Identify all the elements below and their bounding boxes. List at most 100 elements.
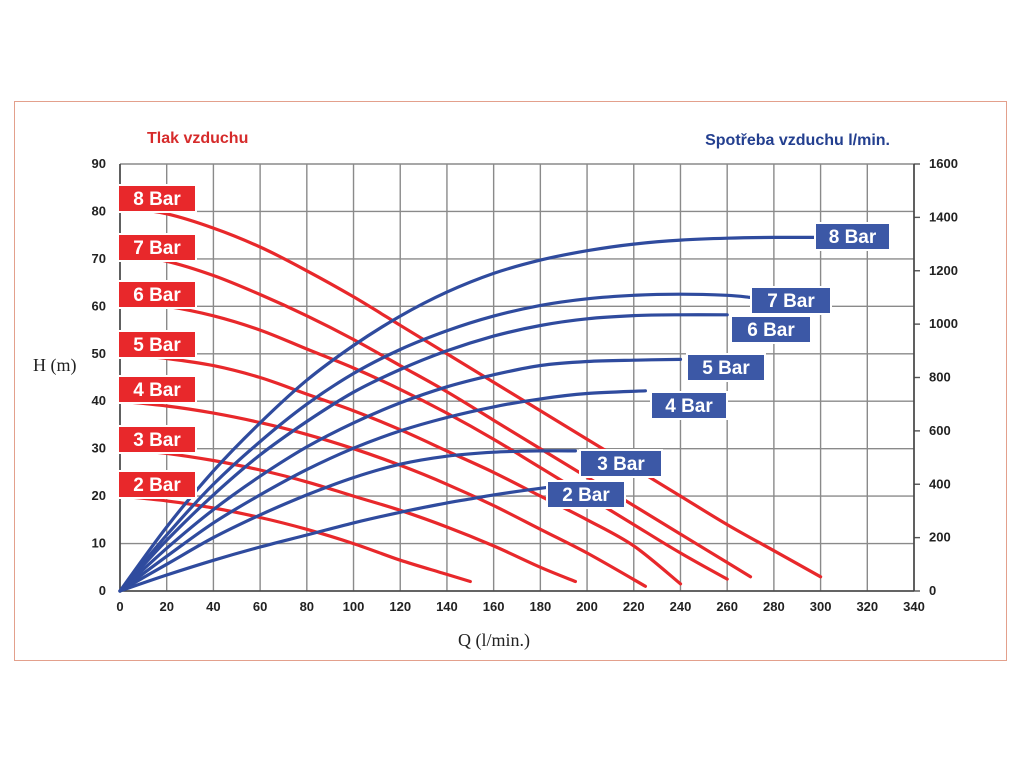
y-tick-label: 60: [92, 298, 106, 313]
air-curve-2-bar: [118, 482, 577, 593]
header-right: Spotřeba vzduchu l/min.: [705, 132, 890, 149]
x-tick-label: 340: [903, 599, 925, 614]
red-badge: 2 Bar: [117, 470, 197, 499]
air-curve-8-bar: [118, 235, 823, 593]
blue-badge-box: [650, 391, 728, 420]
y2-tick-label: 1600: [929, 156, 958, 171]
header-left: Tlak vzduchu: [147, 130, 248, 147]
blue-badge: 7 Bar: [750, 286, 832, 315]
x-tick-label: 260: [716, 599, 738, 614]
x-tick-label: 320: [856, 599, 878, 614]
blue-badge: 4 Bar: [650, 391, 728, 420]
x-tick-label: 280: [763, 599, 785, 614]
x-tick-label: 240: [670, 599, 692, 614]
blue-badge-label: 5 Bar: [702, 358, 750, 379]
y-tick-label: 80: [92, 203, 106, 218]
x-tick-label: 100: [343, 599, 365, 614]
y-tick-label: 10: [92, 536, 106, 551]
blue-badge: 5 Bar: [686, 353, 766, 382]
red-badge-box: [117, 375, 197, 404]
x-tick-label: 220: [623, 599, 645, 614]
blue-badge-box: [750, 286, 832, 315]
air-curve-3-bar: [118, 449, 577, 593]
red-badge-box: [117, 425, 197, 454]
y2-tick-label: 0: [929, 583, 936, 598]
blue-badge-label: 3 Bar: [597, 454, 645, 475]
red-badge-label: 3 Bar: [133, 430, 181, 451]
air-curve-6-bar: [118, 313, 729, 593]
blue-badge-box: [730, 315, 812, 344]
red-badge-box: [117, 470, 197, 499]
blue-badge-box: [579, 449, 663, 478]
y-axis-label: H (m): [33, 355, 77, 376]
y2-tick-label: 200: [929, 530, 951, 545]
red-badge: 7 Bar: [117, 233, 197, 262]
head-curve-6-bar: [118, 300, 729, 581]
head-curve-8-bar: [118, 205, 823, 579]
y2-tick-label: 1400: [929, 209, 958, 224]
x-tick-label: 80: [300, 599, 314, 614]
red-badge-label: 6 Bar: [133, 285, 181, 306]
x-tick-label: 120: [389, 599, 411, 614]
red-badge-box: [117, 280, 197, 309]
x-tick-label: 300: [810, 599, 832, 614]
red-badge-box: [117, 330, 197, 359]
red-badge-box: [117, 233, 197, 262]
head-curve-4-bar: [118, 399, 647, 588]
y-tick-label: 40: [92, 393, 106, 408]
red-badge: 6 Bar: [117, 280, 197, 309]
red-badge-label: 4 Bar: [133, 380, 181, 401]
x-tick-label: 0: [116, 599, 123, 614]
y2-tick-label: 1000: [929, 316, 958, 331]
x-axis-label: Q (l/min.): [458, 630, 530, 651]
chart-frame: [14, 101, 1007, 661]
blue-badge: 8 Bar: [814, 222, 891, 251]
y-tick-label: 20: [92, 488, 106, 503]
red-badge-box: [117, 184, 197, 213]
red-badge: 5 Bar: [117, 330, 197, 359]
x-tick-label: 20: [159, 599, 173, 614]
y2-tick-label: 600: [929, 423, 951, 438]
blue-badge-box: [686, 353, 766, 382]
x-tick-label: 160: [483, 599, 505, 614]
red-badge: 8 Bar: [117, 184, 197, 213]
badges: 8 Bar 7 Bar 6 Bar 5 Bar 4 Bar 3 Bar 2 Bar 8 Bar…: [117, 184, 891, 509]
x-tick-label: 140: [436, 599, 458, 614]
y2-tick-label: 400: [929, 476, 951, 491]
y2-tick-label: 1200: [929, 263, 958, 278]
blue-badge-box: [546, 480, 626, 509]
blue-badge-label: 2 Bar: [562, 485, 610, 506]
blue-badge-box: [814, 222, 891, 251]
y-tick-label: 70: [92, 251, 106, 266]
grid: [119, 163, 920, 592]
blue-badge: 6 Bar: [730, 315, 812, 344]
red-badge-label: 7 Bar: [133, 238, 181, 259]
blue-badge-label: 4 Bar: [665, 396, 713, 417]
head-curve-3-bar: [118, 447, 577, 584]
x-tick-label: 200: [576, 599, 598, 614]
red-badge-label: 2 Bar: [133, 475, 181, 496]
y-tick-label: 50: [92, 346, 106, 361]
x-tick-label: 180: [530, 599, 552, 614]
red-badge-label: 5 Bar: [133, 335, 181, 356]
y2-tick-label: 800: [929, 370, 951, 385]
blue-badge: 2 Bar: [546, 480, 626, 509]
x-tick-label: 40: [206, 599, 220, 614]
red-badge-label: 8 Bar: [133, 189, 181, 210]
red-badge: 4 Bar: [117, 375, 197, 404]
curves: [118, 205, 823, 593]
y-tick-label: 90: [92, 156, 106, 171]
x-tick-label: 60: [253, 599, 267, 614]
head-curve-7-bar: [118, 252, 753, 579]
y-tick-label: 30: [92, 441, 106, 456]
blue-badge-label: 8 Bar: [829, 227, 877, 248]
head-curve-2-bar: [118, 494, 472, 584]
blue-badge: 3 Bar: [579, 449, 663, 478]
y-tick-label: 0: [99, 583, 106, 598]
axis-ticks: 0 20 40 60 80 100 120 140 160 180 200 220 240 260 280 3…: [92, 156, 958, 614]
blue-badge-label: 7 Bar: [767, 291, 815, 312]
air-curve-7-bar: [118, 292, 753, 593]
red-badge: 3 Bar: [117, 425, 197, 454]
air-curve-5-bar: [118, 357, 683, 593]
